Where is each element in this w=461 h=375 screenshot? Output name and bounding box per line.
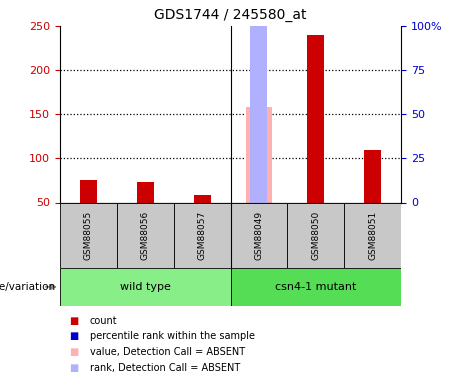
Bar [230,202,287,268]
Text: GSM88055: GSM88055 [84,211,93,260]
Text: GSM88056: GSM88056 [141,211,150,260]
Bar [364,150,381,202]
Bar [250,0,267,202]
Text: GSM88051: GSM88051 [368,211,377,260]
Bar [174,202,230,268]
Bar [287,202,344,268]
Text: GSM88057: GSM88057 [198,211,207,260]
Bar [60,268,230,306]
Text: ■: ■ [69,332,78,341]
Text: value, Detection Call = ABSENT: value, Detection Call = ABSENT [90,347,245,357]
Text: csn4-1 mutant: csn4-1 mutant [275,282,356,292]
Text: count: count [90,316,118,326]
Bar [60,202,117,268]
Text: wild type: wild type [120,282,171,292]
Text: ■: ■ [69,363,78,373]
Text: ■: ■ [69,316,78,326]
Bar [246,107,272,202]
Bar [80,180,97,203]
Bar [344,202,401,268]
Text: GSM88050: GSM88050 [311,211,320,260]
Text: ■: ■ [69,347,78,357]
Text: rank, Detection Call = ABSENT: rank, Detection Call = ABSENT [90,363,240,373]
Bar [136,182,154,203]
Title: GDS1744 / 245580_at: GDS1744 / 245580_at [154,9,307,22]
Bar [230,268,401,306]
Bar [307,35,324,203]
Text: genotype/variation: genotype/variation [0,282,55,292]
Text: GSM88049: GSM88049 [254,211,263,260]
Bar [194,195,211,202]
Text: percentile rank within the sample: percentile rank within the sample [90,332,255,341]
Bar [117,202,174,268]
